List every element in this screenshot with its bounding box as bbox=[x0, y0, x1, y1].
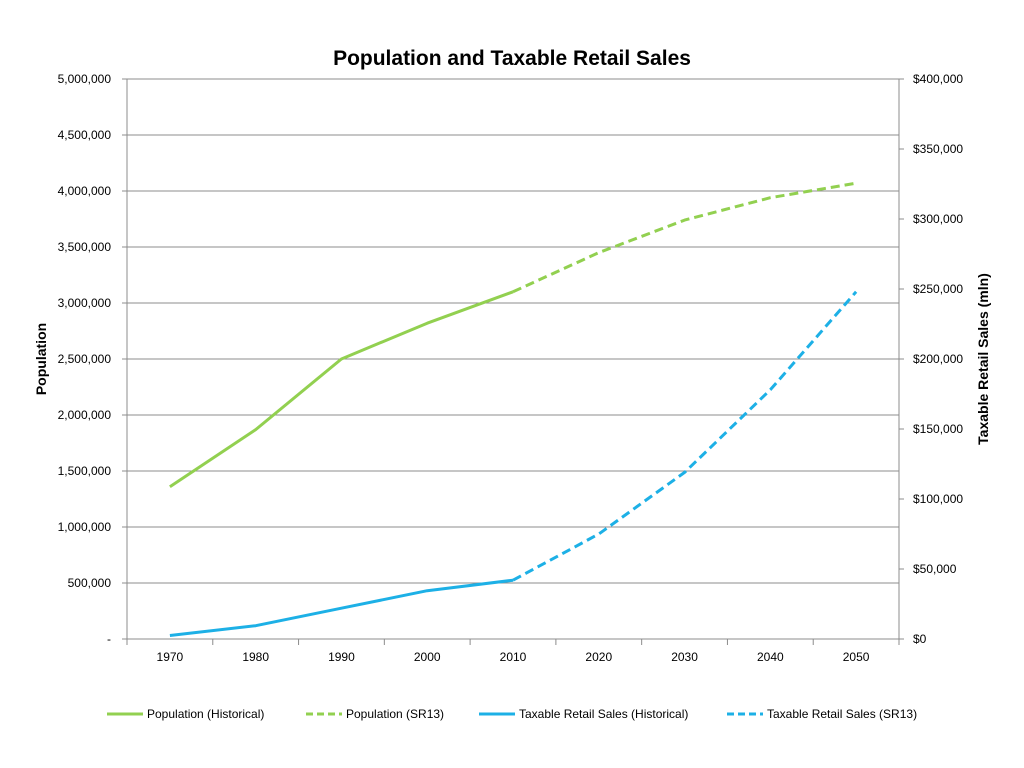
y-right-tick-label: $100,000 bbox=[913, 492, 963, 506]
tick-labels: - 500,000 1,000,000 1,500,000 2,000,000 2,500… bbox=[58, 72, 964, 664]
x-tick-label: 2050 bbox=[843, 650, 870, 664]
series-line bbox=[169, 290, 514, 488]
series-line bbox=[512, 290, 858, 582]
y-left-tick-label: 1,000,000 bbox=[58, 520, 112, 534]
y-left-tick-label: 3,500,000 bbox=[58, 240, 112, 254]
series-line bbox=[512, 181, 857, 294]
y-left-tick-label: 3,000,000 bbox=[58, 296, 112, 310]
y-left-tick-label: 1,500,000 bbox=[58, 464, 112, 478]
y-left-tick-label: 2,000,000 bbox=[58, 408, 112, 422]
y-right-tick-label: $150,000 bbox=[913, 422, 963, 436]
x-tick-label: 2010 bbox=[500, 650, 527, 664]
legend: Population (Historical) Population (SR13)… bbox=[107, 707, 917, 721]
y-axis-right-title: Taxable Retail Sales (mln) bbox=[975, 273, 991, 445]
y-left-tick-label: 4,500,000 bbox=[58, 128, 112, 142]
legend-label: Taxable Retail Sales (SR13) bbox=[767, 707, 917, 721]
y-left-tick-label: 500,000 bbox=[68, 576, 112, 590]
x-tick-label: 2000 bbox=[414, 650, 441, 664]
y-axis-left-title: Population bbox=[33, 323, 49, 395]
y-right-tick-label: $250,000 bbox=[913, 282, 963, 296]
y-right-tick-label: $0 bbox=[913, 632, 927, 646]
axes bbox=[122, 78, 904, 645]
y-right-tick-label: $50,000 bbox=[913, 562, 957, 576]
y-left-tick-label: 5,000,000 bbox=[58, 72, 112, 86]
x-tick-label: 1970 bbox=[157, 650, 184, 664]
y-left-tick-label: - bbox=[107, 632, 111, 646]
x-tick-label: 2040 bbox=[757, 650, 784, 664]
x-tick-label: 2020 bbox=[585, 650, 612, 664]
y-right-tick-label: $350,000 bbox=[913, 142, 963, 156]
legend-label: Population (SR13) bbox=[346, 707, 444, 721]
x-tick-label: 1980 bbox=[242, 650, 269, 664]
x-tick-label: 1990 bbox=[328, 650, 355, 664]
y-left-tick-label: 2,500,000 bbox=[58, 352, 112, 366]
series-line bbox=[169, 578, 514, 637]
y-left-tick-label: 4,000,000 bbox=[58, 184, 112, 198]
y-right-tick-label: $300,000 bbox=[913, 212, 963, 226]
legend-label: Population (Historical) bbox=[147, 707, 264, 721]
chart-title: Population and Taxable Retail Sales bbox=[333, 47, 691, 70]
y-right-tick-label: $200,000 bbox=[913, 352, 963, 366]
x-tick-label: 2030 bbox=[671, 650, 698, 664]
gridlines bbox=[127, 78, 899, 584]
legend-label: Taxable Retail Sales (Historical) bbox=[519, 707, 688, 721]
y-right-tick-label: $400,000 bbox=[913, 72, 963, 86]
series-lines bbox=[169, 181, 858, 637]
